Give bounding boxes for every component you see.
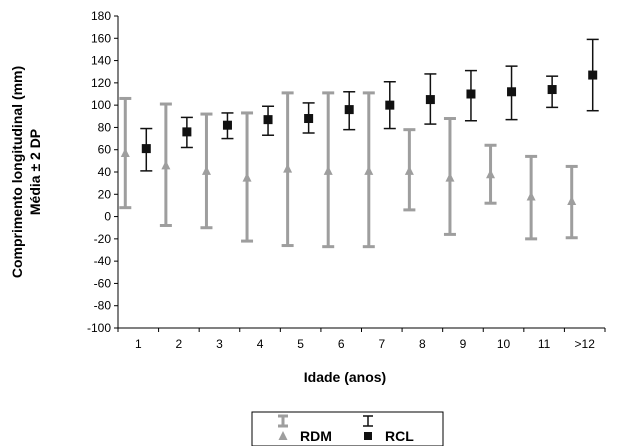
data-point-rdm: [567, 195, 577, 205]
y-axis-title-line2: Média ± 2 DP: [27, 129, 43, 215]
data-point-rdm: [445, 172, 455, 182]
series-rcl: [140, 38, 599, 172]
series-layer: [119, 38, 599, 249]
y-tick-label: -20: [94, 232, 112, 246]
y-tick-label: -100: [87, 321, 111, 335]
data-point-rcl: [344, 105, 354, 115]
data-point-rcl: [141, 144, 151, 154]
legend-item-rdm: RDM: [278, 414, 332, 444]
data-point-rdm: [201, 165, 211, 175]
data-point-rdm: [242, 172, 252, 182]
y-tick-label: -40: [94, 254, 112, 268]
data-point-rdm: [486, 169, 496, 179]
data-point-rdm: [161, 160, 171, 170]
data-point-rcl: [222, 120, 232, 130]
x-tick-label: 1: [135, 337, 142, 351]
data-point-rdm: [404, 165, 414, 175]
data-point-rdm: [323, 165, 333, 175]
legend: RDM RCL: [251, 411, 444, 446]
y-tick-label: -60: [94, 276, 112, 290]
legend-label: RCL: [385, 428, 414, 444]
legend-label: RDM: [300, 428, 332, 444]
y-tick-label: 60: [98, 143, 112, 157]
y-tick-label: 180: [91, 9, 111, 23]
x-tick-label: 4: [257, 337, 264, 351]
y-tick-label: 100: [91, 98, 111, 112]
x-axis-title: Idade (anos): [304, 369, 386, 385]
x-tick-label: 9: [460, 337, 467, 351]
data-point-rcl: [547, 85, 557, 95]
legend-marker: [364, 432, 372, 440]
y-tick-label: 80: [98, 120, 112, 134]
x-axis-ticks: 1 2 3 4 5 6 7 8 9 10 11 >12: [117, 328, 606, 351]
y-tick-label: 120: [91, 76, 111, 90]
x-tick-label: 5: [297, 337, 304, 351]
data-point-rcl: [182, 127, 192, 137]
legend-item-rcl: RCL: [363, 415, 414, 444]
data-point-rdm: [283, 163, 293, 173]
data-point-rdm: [364, 165, 374, 175]
data-point-rcl: [263, 115, 273, 125]
x-tick-label: 10: [497, 337, 511, 351]
series-rdm: [119, 91, 578, 249]
x-tick-label: >12: [575, 337, 596, 351]
data-point-rcl: [507, 87, 517, 97]
data-point-rdm: [120, 148, 130, 158]
y-axis-title-line1: Comprimento longitudinal (mm): [9, 66, 25, 278]
y-tick-label: 160: [91, 31, 111, 45]
x-tick-label: 2: [176, 337, 183, 351]
y-tick-label: -80: [94, 299, 112, 313]
data-point-rdm: [526, 191, 536, 201]
data-point-rcl: [304, 114, 314, 124]
data-point-rcl: [466, 89, 476, 99]
y-tick-label: 140: [91, 54, 111, 68]
y-tick-label: 40: [98, 165, 112, 179]
x-tick-label: 7: [378, 337, 385, 351]
data-point-rcl: [425, 95, 435, 105]
x-tick-label: 11: [538, 337, 551, 351]
data-point-rcl: [588, 70, 598, 80]
x-tick-label: 6: [338, 337, 345, 351]
y-tick-label: 20: [98, 187, 112, 201]
x-tick-label: 3: [216, 337, 223, 351]
legend-marker: [278, 431, 288, 440]
y-axis-ticks: -100 -80 -60 -40 -20 0 20 40 60 80 100 120 140 160 180: [87, 9, 118, 335]
x-tick-label: 8: [419, 337, 426, 351]
data-point-rcl: [385, 100, 395, 110]
y-tick-label: 0: [104, 210, 111, 224]
